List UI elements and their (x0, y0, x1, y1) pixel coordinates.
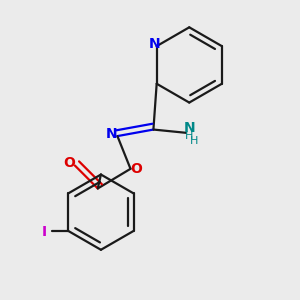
Text: N: N (184, 121, 195, 135)
Text: H: H (185, 131, 194, 141)
Text: H: H (190, 136, 199, 146)
Text: N: N (149, 37, 161, 50)
Text: O: O (63, 156, 75, 170)
Text: I: I (42, 225, 47, 238)
Text: O: O (130, 163, 142, 176)
Text: N: N (106, 128, 117, 142)
